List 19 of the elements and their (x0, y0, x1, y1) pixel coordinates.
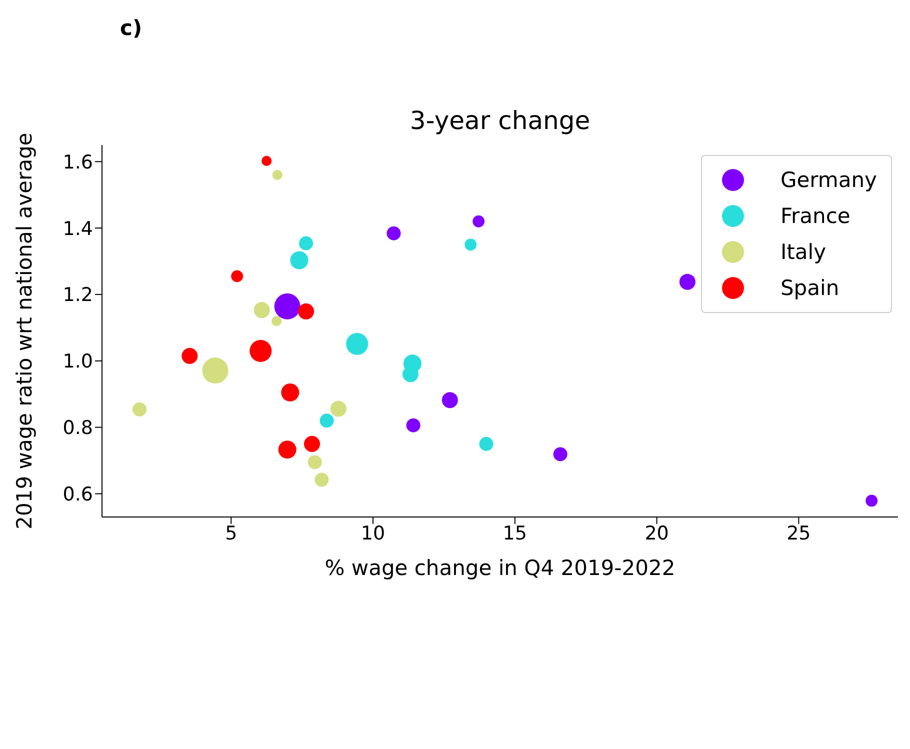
legend-label: France (780, 204, 850, 228)
y-tick-label: 1.2 (62, 284, 93, 306)
x-tick-label: 15 (502, 522, 527, 544)
text: c) (120, 16, 142, 40)
x-axis-title: % wage change in Q4 2019-2022 (324, 556, 676, 580)
x-tick-label: 25 (786, 522, 811, 544)
x-tick-label: 10 (360, 522, 386, 544)
y-tick-label: 1.6 (62, 151, 93, 174)
y-tick-label: 1.0 (62, 350, 93, 373)
chart-title: 3-year change (408, 106, 592, 135)
x-tick-label: 5 (225, 522, 238, 544)
y-tick-label: 0.8 (62, 417, 93, 440)
y-tick-label: 1.4 (62, 218, 93, 240)
y-tick-label: 0.6 (62, 483, 93, 506)
legend-label: Italy (780, 240, 826, 264)
legend-label: Germany (780, 168, 877, 192)
legend-label: Spain (780, 276, 840, 300)
x-tick-label: 20 (644, 522, 669, 544)
y-axis-title: 2019 wage ratio wrt national average (12, 132, 36, 530)
